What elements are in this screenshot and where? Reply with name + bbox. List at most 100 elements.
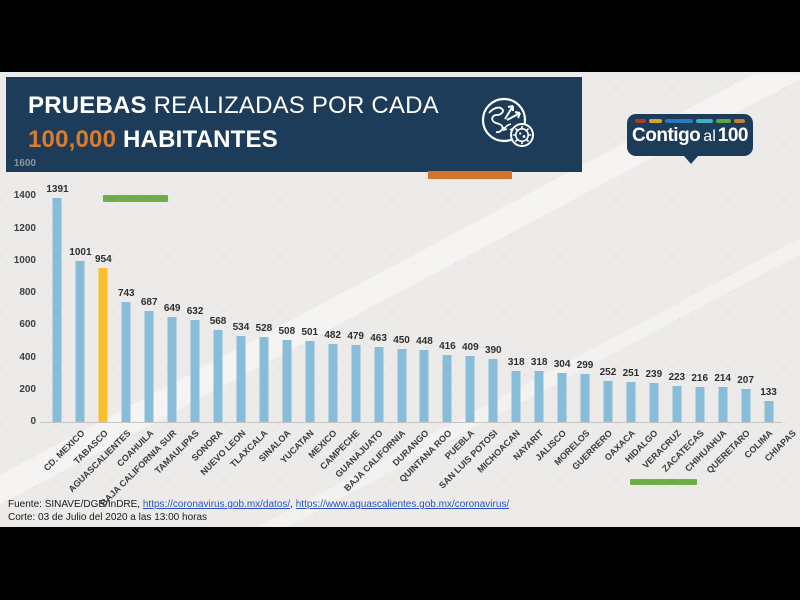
y-tick-label: 1200	[13, 222, 36, 234]
value-label: 133	[760, 387, 777, 398]
y-tick-label: 1000	[13, 254, 36, 266]
value-label: 214	[714, 373, 731, 384]
page-title: PRUEBAS REALIZADAS POR CADA 100,000 HABI…	[28, 89, 439, 157]
bar-column: 463	[367, 164, 390, 422]
bar-guanajuato	[351, 345, 361, 422]
slide-content: PRUEBAS REALIZADAS POR CADA 100,000 HABI…	[0, 72, 800, 527]
bar-hidalgo	[626, 382, 636, 422]
value-label: 1391	[46, 184, 69, 195]
value-label: 450	[393, 335, 410, 346]
bar-column: 528	[252, 164, 275, 422]
bar-column: 743	[115, 164, 138, 422]
bar-column: 450	[390, 164, 413, 422]
bar-column: 482	[321, 164, 344, 422]
value-label: 501	[301, 327, 319, 338]
bar-queretaro	[718, 387, 728, 422]
logo-dash	[635, 119, 647, 123]
value-label: 304	[553, 359, 571, 370]
value-label: 448	[416, 336, 433, 347]
value-label: 743	[117, 288, 135, 299]
bar-colima	[741, 389, 751, 422]
value-label: 216	[691, 373, 709, 384]
corte-line: Corte: 03 de Julio del 2020 a las 13:00 …	[8, 512, 208, 523]
logo-word-100: 100	[717, 125, 749, 146]
value-label: 318	[507, 357, 525, 368]
fuente-label: Fuente: SINAVE/DGE/InDRE,	[8, 499, 143, 510]
green-highlight-bottom	[630, 479, 697, 485]
bar-nuevo-leon	[213, 330, 223, 422]
fuente-line: Fuente: SINAVE/DGE/InDRE, https://corona…	[8, 499, 510, 510]
bar-column: 1001	[69, 164, 92, 422]
value-label: 409	[462, 342, 479, 353]
bar-puebla	[442, 355, 452, 422]
value-label: 508	[278, 326, 296, 337]
bar-column: 448	[413, 164, 436, 422]
value-label: 534	[232, 322, 250, 333]
bar-column: 687	[138, 164, 161, 422]
bar-column: 216	[688, 164, 711, 422]
bar-column: 239	[642, 164, 665, 422]
letterbox-top	[0, 0, 800, 72]
plot-area: 1391 1001 954 743 687 649 632 568 534 528 508 501 48…	[46, 164, 780, 422]
value-label: 252	[599, 367, 617, 378]
value-label: 416	[439, 341, 456, 352]
bar-column: 252	[597, 164, 620, 422]
bar-coahuila	[121, 302, 131, 422]
logo-dash	[715, 119, 731, 123]
bar-chihuahua	[695, 387, 705, 422]
bar-column: 390	[482, 164, 505, 422]
bar-column: 501	[298, 164, 321, 422]
value-label: 251	[622, 368, 640, 379]
title-rest: REALIZADAS POR CADA	[146, 92, 439, 119]
bar-column: 954	[92, 164, 115, 422]
bar-column: 508	[275, 164, 298, 422]
value-label: 1001	[69, 247, 92, 258]
bar-oaxaca	[603, 381, 613, 422]
bar-column: 214	[711, 164, 734, 422]
bar-quintana-roo	[419, 350, 429, 422]
logo-dash	[733, 119, 745, 123]
y-tick-label: 200	[19, 383, 36, 395]
bar-sonora	[190, 320, 200, 422]
bar-guerrero	[580, 374, 590, 422]
bar-campeche	[328, 344, 338, 422]
value-label: 390	[484, 345, 502, 356]
bar-durango	[397, 349, 407, 422]
bar-jalisco	[534, 371, 544, 422]
bar-column: 251	[619, 164, 642, 422]
title-number: 100,000	[28, 126, 117, 153]
y-tick-label: 1600	[13, 158, 36, 169]
bar-column: 479	[344, 164, 367, 422]
y-tick-label: 0	[30, 416, 36, 427]
title-suffix: HABITANTES	[116, 126, 278, 153]
bar-column: 299	[574, 164, 597, 422]
bar-aguascalientes	[98, 268, 108, 422]
bar-tlaxcala	[236, 336, 246, 422]
logo-dash	[665, 119, 694, 123]
contigo-al-100-logo: Contigo al 100	[627, 114, 753, 164]
bar-column: 568	[207, 164, 230, 422]
logo-dash	[649, 119, 663, 123]
letterbox-bottom	[0, 527, 800, 600]
source-link-coronavirus-gob[interactable]: https://coronavirus.gob.mx/datos/	[142, 499, 291, 510]
bar-column: 534	[230, 164, 253, 422]
value-label: 568	[209, 316, 227, 327]
bar-column: 304	[551, 164, 574, 422]
bar-column: 409	[459, 164, 482, 422]
bar-column: 207	[734, 164, 757, 422]
value-label: 479	[347, 331, 364, 342]
bar-veracruz	[649, 383, 659, 422]
value-label: 463	[370, 333, 387, 344]
bar-tabasco	[75, 261, 85, 422]
bar-column: 133	[757, 164, 780, 422]
bar-column: 632	[184, 164, 207, 422]
logo-speech-tail	[684, 156, 698, 164]
bar-chiapas	[764, 401, 774, 422]
value-label: 299	[576, 360, 594, 371]
value-label: 954	[95, 254, 112, 265]
globe-virus-icon	[477, 93, 539, 160]
value-label: 649	[163, 303, 181, 314]
x-axis-line	[40, 422, 782, 423]
source-link-aguascalientes[interactable]: https://www.aguascalientes.gob.mx/corona…	[295, 499, 510, 510]
value-label: 223	[668, 372, 686, 383]
